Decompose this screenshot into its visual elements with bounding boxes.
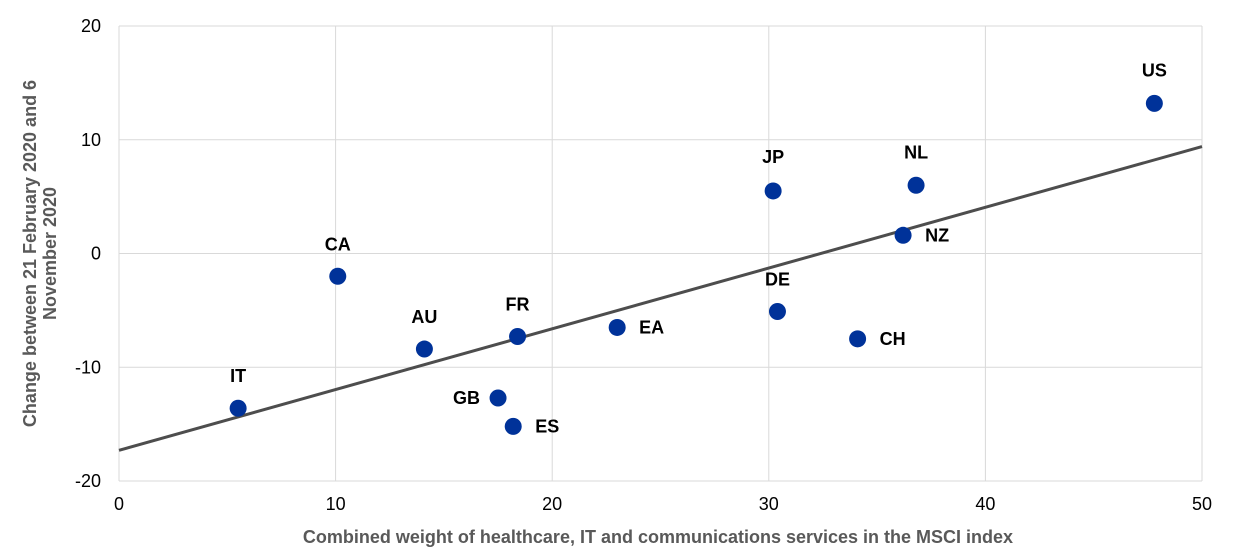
point-label-ch: CH	[880, 329, 906, 349]
data-point-it	[229, 399, 247, 417]
data-point-jp	[764, 182, 782, 200]
point-label-au: AU	[411, 307, 437, 327]
data-point-de	[768, 303, 786, 321]
point-label-de: DE	[765, 270, 790, 290]
data-point-au	[415, 340, 433, 358]
data-point-ch	[849, 330, 867, 348]
y-tick-label: -20	[75, 471, 101, 491]
y-tick-label: 10	[81, 130, 101, 150]
x-tick-label: 0	[114, 494, 124, 514]
y-axis-title: Change between 21 February 2020 and 6Nov…	[20, 80, 60, 427]
point-label-ca: CA	[325, 234, 351, 254]
y-axis-title-line: November 2020	[40, 187, 60, 320]
point-label-es: ES	[535, 416, 559, 436]
data-point-ea	[608, 318, 626, 336]
data-point-us	[1145, 94, 1163, 112]
x-tick-label: 50	[1192, 494, 1212, 514]
trendline	[118, 145, 1203, 452]
point-label-fr: FR	[506, 295, 530, 315]
gridlines	[118, 25, 1203, 482]
y-tick-label: 20	[81, 16, 101, 36]
x-tick-label: 40	[975, 494, 995, 514]
y-tick-labels: 20 10 0 -10 -20	[75, 16, 101, 491]
y-tick-label: 0	[91, 244, 101, 264]
point-label-us: US	[1142, 60, 1167, 80]
data-point-gb	[489, 389, 507, 407]
point-label-nl: NL	[904, 142, 928, 162]
x-tick-labels: 0 10 20 30 40 50	[114, 494, 1212, 514]
data-point-fr	[509, 328, 527, 346]
point-labels: IT CA AU GB ES FR EA JP DE CH NZ NL US	[230, 60, 1167, 436]
x-axis-title: Combined weight of healthcare, IT and co…	[303, 527, 1013, 547]
x-tick-label: 10	[326, 494, 346, 514]
data-point-nz	[894, 226, 912, 244]
data-points	[229, 94, 1163, 435]
point-label-gb: GB	[453, 388, 480, 408]
point-label-nz: NZ	[925, 225, 949, 245]
trendline-group	[118, 145, 1203, 452]
point-label-ea: EA	[639, 317, 664, 337]
x-tick-label: 30	[759, 494, 779, 514]
x-tick-label: 20	[542, 494, 562, 514]
data-point-es	[504, 417, 522, 435]
y-tick-label: -10	[75, 357, 101, 377]
data-point-nl	[907, 176, 925, 194]
y-axis-title-line: Change between 21 February 2020 and 6	[20, 80, 40, 427]
data-point-ca	[329, 267, 347, 285]
point-label-jp: JP	[762, 147, 784, 167]
point-label-it: IT	[230, 366, 246, 386]
